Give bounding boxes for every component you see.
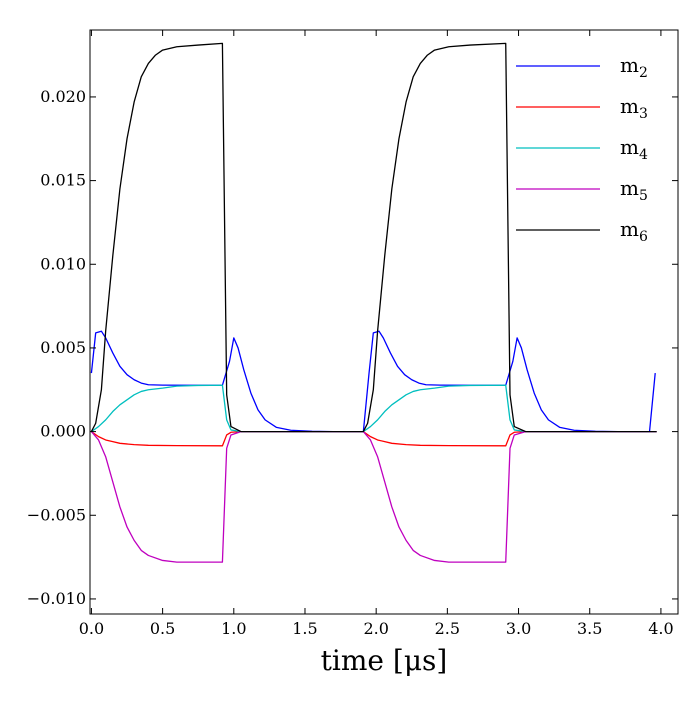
x-tick-label: 2.5 [435, 619, 460, 638]
y-tick-label: 0.020 [40, 87, 86, 106]
x-tick-label: 3.5 [577, 619, 602, 638]
series-line-m4 [91, 384, 657, 433]
x-tick-label: 4.0 [648, 619, 673, 638]
legend-label: m5 [620, 176, 648, 204]
x-tick-label: 1.5 [292, 619, 317, 638]
x-tick-label: 0.5 [150, 619, 175, 638]
x-tick-label: 2.0 [363, 619, 388, 638]
legend-item-m5: m5 [516, 176, 648, 204]
legend-item-m4: m4 [516, 135, 648, 163]
y-tick-label: 0.000 [40, 422, 86, 441]
legend-label-subscript: 3 [639, 106, 648, 122]
series-line-m3 [91, 430, 657, 447]
y-tick-label: −0.005 [27, 505, 86, 524]
series-layer [90, 42, 657, 563]
legend-label-subscript: 4 [639, 147, 648, 163]
legend-label: m4 [620, 135, 648, 163]
legend-label: m3 [620, 94, 648, 122]
legend-item-m3: m3 [516, 94, 648, 122]
legend-label-subscript: 6 [639, 229, 648, 245]
legend-item-m6: m6 [516, 217, 648, 245]
x-axis-label: time [μs] [321, 644, 448, 677]
legend-label-subscript: 2 [639, 65, 648, 81]
x-tick-label: 0.0 [79, 619, 104, 638]
y-tick-label: 0.015 [40, 171, 86, 190]
y-tick-label: −0.010 [27, 589, 86, 608]
x-tick-label: 1.0 [221, 619, 246, 638]
legend-label: m2 [620, 53, 648, 81]
legend-item-m2: m2 [516, 53, 648, 81]
y-tick-label: 0.010 [40, 254, 86, 273]
series-line-m2 [90, 330, 656, 433]
series-line-m5 [90, 430, 657, 563]
series-line-m6 [90, 42, 657, 433]
legend: m2 m3 m4 m5 m6 [516, 53, 648, 245]
legend-label: m6 [620, 217, 648, 245]
x-tick-label: 3.0 [506, 619, 531, 638]
y-tick-label: 0.005 [40, 338, 86, 357]
legend-label-subscript: 5 [639, 188, 648, 204]
plot-frame [89, 29, 679, 615]
tick-layer: 0.0 0.5 1.0 1.5 2.0 2.5 3.0 3.5 4.0 −0.010 −0.005 0… [27, 30, 678, 638]
